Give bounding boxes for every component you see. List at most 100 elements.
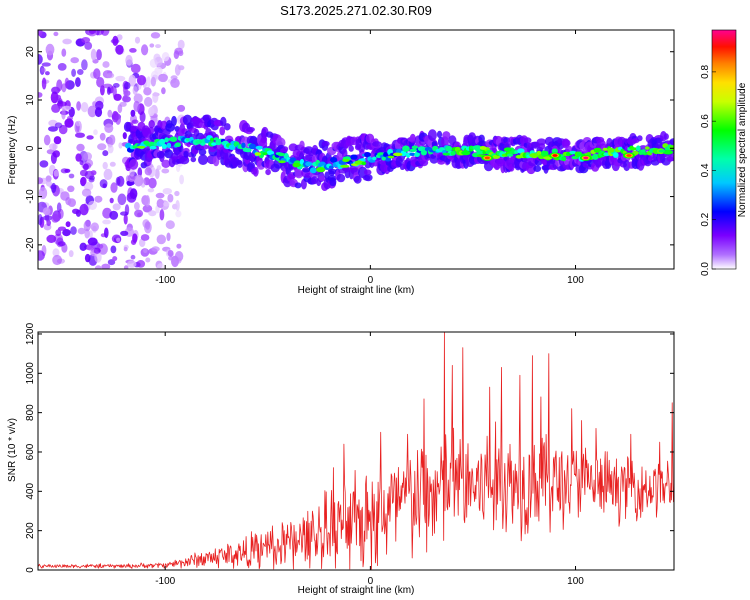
- signal-core-cell: [228, 144, 236, 150]
- signal-core-cell: [305, 161, 313, 167]
- noise-cell: [87, 105, 98, 118]
- signal-core-cell: [372, 156, 377, 161]
- signal-core-cell: [409, 152, 416, 156]
- noise-cell: [161, 52, 170, 62]
- noise-cell: [178, 50, 184, 57]
- signal-halo-cell: [343, 166, 351, 173]
- noise-cell: [86, 135, 94, 140]
- signal-patch-cell: [479, 146, 487, 150]
- spectrogram-y-axis: 20 10 0 -10 -20: [25, 46, 674, 252]
- signal-halo-cell: [219, 126, 226, 136]
- noise-cell: [109, 210, 119, 220]
- signal-halo-cell: [663, 133, 669, 140]
- snr-frame: [37, 331, 675, 571]
- noise-cell: [140, 234, 150, 241]
- noise-cell: [54, 122, 63, 129]
- signal-core-cell: [255, 145, 263, 150]
- noise-cell: [41, 67, 46, 73]
- noise-cell: [146, 76, 151, 88]
- signal-peak-cell: [484, 156, 490, 160]
- noise-cell: [72, 208, 80, 214]
- signal-halo-cell: [179, 156, 190, 165]
- noise-cell: [175, 210, 182, 218]
- signal-patch-cell: [641, 149, 646, 153]
- noise-cell: [179, 174, 185, 185]
- signal-halo-cell: [623, 159, 631, 172]
- noise-cell: [53, 136, 62, 145]
- signal-halo-cell: [282, 146, 289, 152]
- noise-cell: [48, 126, 58, 132]
- noise-cell: [93, 129, 98, 136]
- noise-cell: [123, 213, 128, 225]
- noise-cell: [111, 110, 119, 123]
- noise-cell: [112, 203, 121, 211]
- colorbar-tick-label: 0.2: [700, 212, 711, 226]
- noise-cell: [134, 209, 144, 218]
- noise-cell: [163, 201, 170, 207]
- noise-cell: [103, 168, 113, 180]
- signal-patch-cell: [361, 161, 367, 166]
- noise-cell: [93, 247, 101, 254]
- signal-halo-cell: [363, 169, 372, 176]
- noise-cell: [113, 93, 122, 101]
- signal-patch-cell: [409, 148, 418, 152]
- noise-cell: [77, 227, 86, 235]
- noise-cell: [177, 39, 185, 50]
- x-tick-label: 0: [368, 275, 374, 286]
- y-tick-label: 0: [25, 567, 36, 573]
- signal-halo-cell: [427, 129, 437, 142]
- noise-cell: [61, 48, 67, 57]
- noise-cell: [116, 237, 121, 243]
- noise-cell: [132, 86, 138, 95]
- signal-patch-cell: [316, 167, 326, 173]
- noise-cell: [175, 200, 180, 211]
- signal-halo-cell: [156, 151, 165, 159]
- noise-cell: [90, 48, 97, 61]
- noise-cell: [162, 188, 172, 195]
- signal-halo-cell: [348, 145, 354, 152]
- noise-cell: [142, 204, 153, 213]
- noise-cell: [112, 35, 119, 47]
- x-tick-label: 0: [368, 576, 374, 587]
- noise-cell: [45, 71, 50, 76]
- noise-cell: [56, 101, 67, 107]
- noise-cell: [143, 248, 148, 254]
- noise-cell: [71, 68, 76, 77]
- noise-cell: [154, 66, 163, 75]
- noise-cell: [125, 54, 133, 66]
- signal-patch-cell: [136, 145, 146, 149]
- noise-cell: [158, 74, 168, 83]
- signal-core-cell: [161, 143, 167, 150]
- signal-core-cell: [169, 136, 178, 142]
- signal-peak-cell: [626, 154, 632, 157]
- noise-cell: [75, 132, 85, 138]
- noise-cell: [56, 79, 63, 92]
- signal-patch-cell: [354, 160, 364, 165]
- noise-cell: [149, 43, 155, 48]
- noise-cell: [61, 108, 66, 120]
- signal-halo-cell: [260, 136, 268, 144]
- noise-cell: [109, 197, 114, 204]
- snr-y-label: SNR (10 * v/v): [7, 418, 18, 482]
- signal-core-cell: [174, 142, 181, 147]
- noise-cell: [83, 220, 91, 232]
- colorbar-tick-label: 0.0: [700, 262, 711, 276]
- noise-cell: [128, 74, 136, 87]
- signal-halo-cell: [353, 175, 362, 184]
- y-tick-label: 1000: [25, 362, 36, 385]
- signal-core-cell: [476, 150, 485, 155]
- noise-cell: [145, 195, 150, 207]
- signal-core-cell: [266, 150, 275, 156]
- noise-cell: [159, 209, 165, 221]
- noise-cell: [97, 143, 107, 151]
- noise-cell: [84, 41, 93, 50]
- x-tick-label: 100: [567, 275, 584, 286]
- noise-cell: [88, 200, 97, 210]
- signal-halo-cell: [637, 135, 643, 142]
- noise-cell: [79, 242, 87, 251]
- noise-cell: [67, 115, 73, 121]
- noise-cell: [117, 193, 127, 206]
- snr-panel: -100 0 100 0 200 400 600 800 1000 1200 Height of…: [7, 322, 675, 596]
- snr-series-line: [38, 332, 674, 570]
- signal-patch-cell: [392, 152, 403, 157]
